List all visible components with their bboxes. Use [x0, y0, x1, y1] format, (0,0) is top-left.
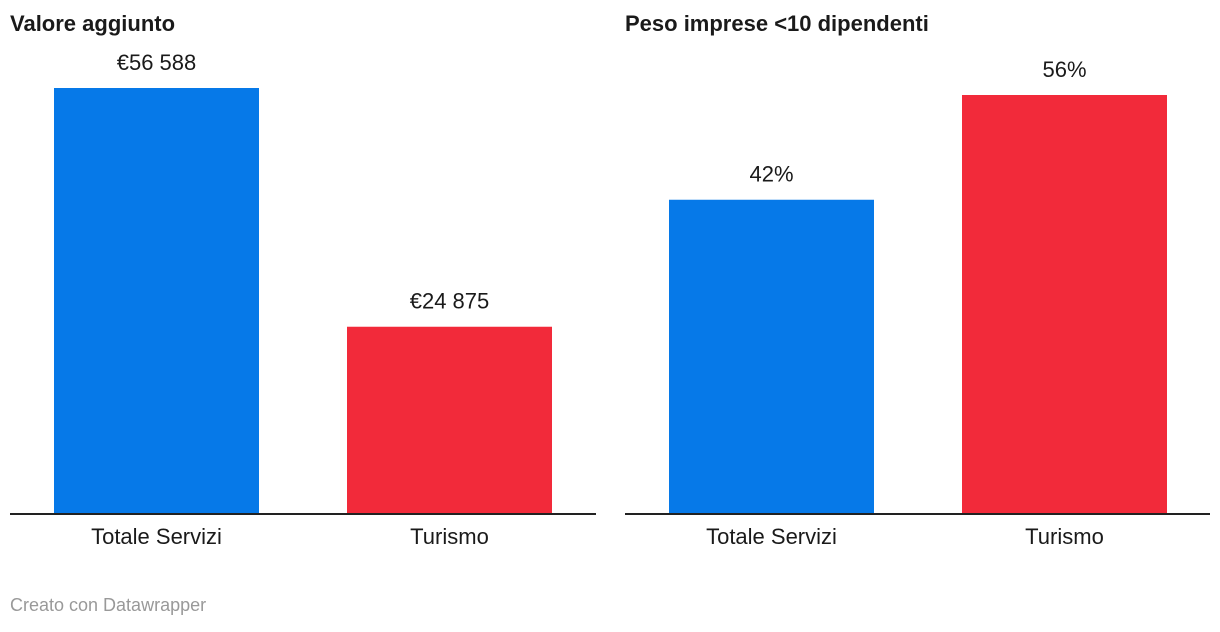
x-tick-label: Turismo [1025, 524, 1104, 549]
value-label: 56% [1042, 57, 1086, 82]
chart-title: Valore aggiunto [10, 11, 175, 36]
x-tick-label: Turismo [410, 524, 489, 549]
credit: Creato con Datawrapper [10, 595, 206, 615]
chart-title: Peso imprese <10 dipendenti [625, 11, 929, 36]
bar [347, 326, 552, 514]
bar [669, 199, 874, 514]
value-label: €24 875 [410, 289, 490, 314]
bar [962, 95, 1167, 514]
value-label: 42% [749, 162, 793, 187]
x-tick-label: Totale Servizi [706, 524, 837, 549]
bar [54, 88, 259, 514]
x-tick-label: Totale Servizi [91, 524, 222, 549]
value-label: €56 588 [117, 50, 197, 75]
